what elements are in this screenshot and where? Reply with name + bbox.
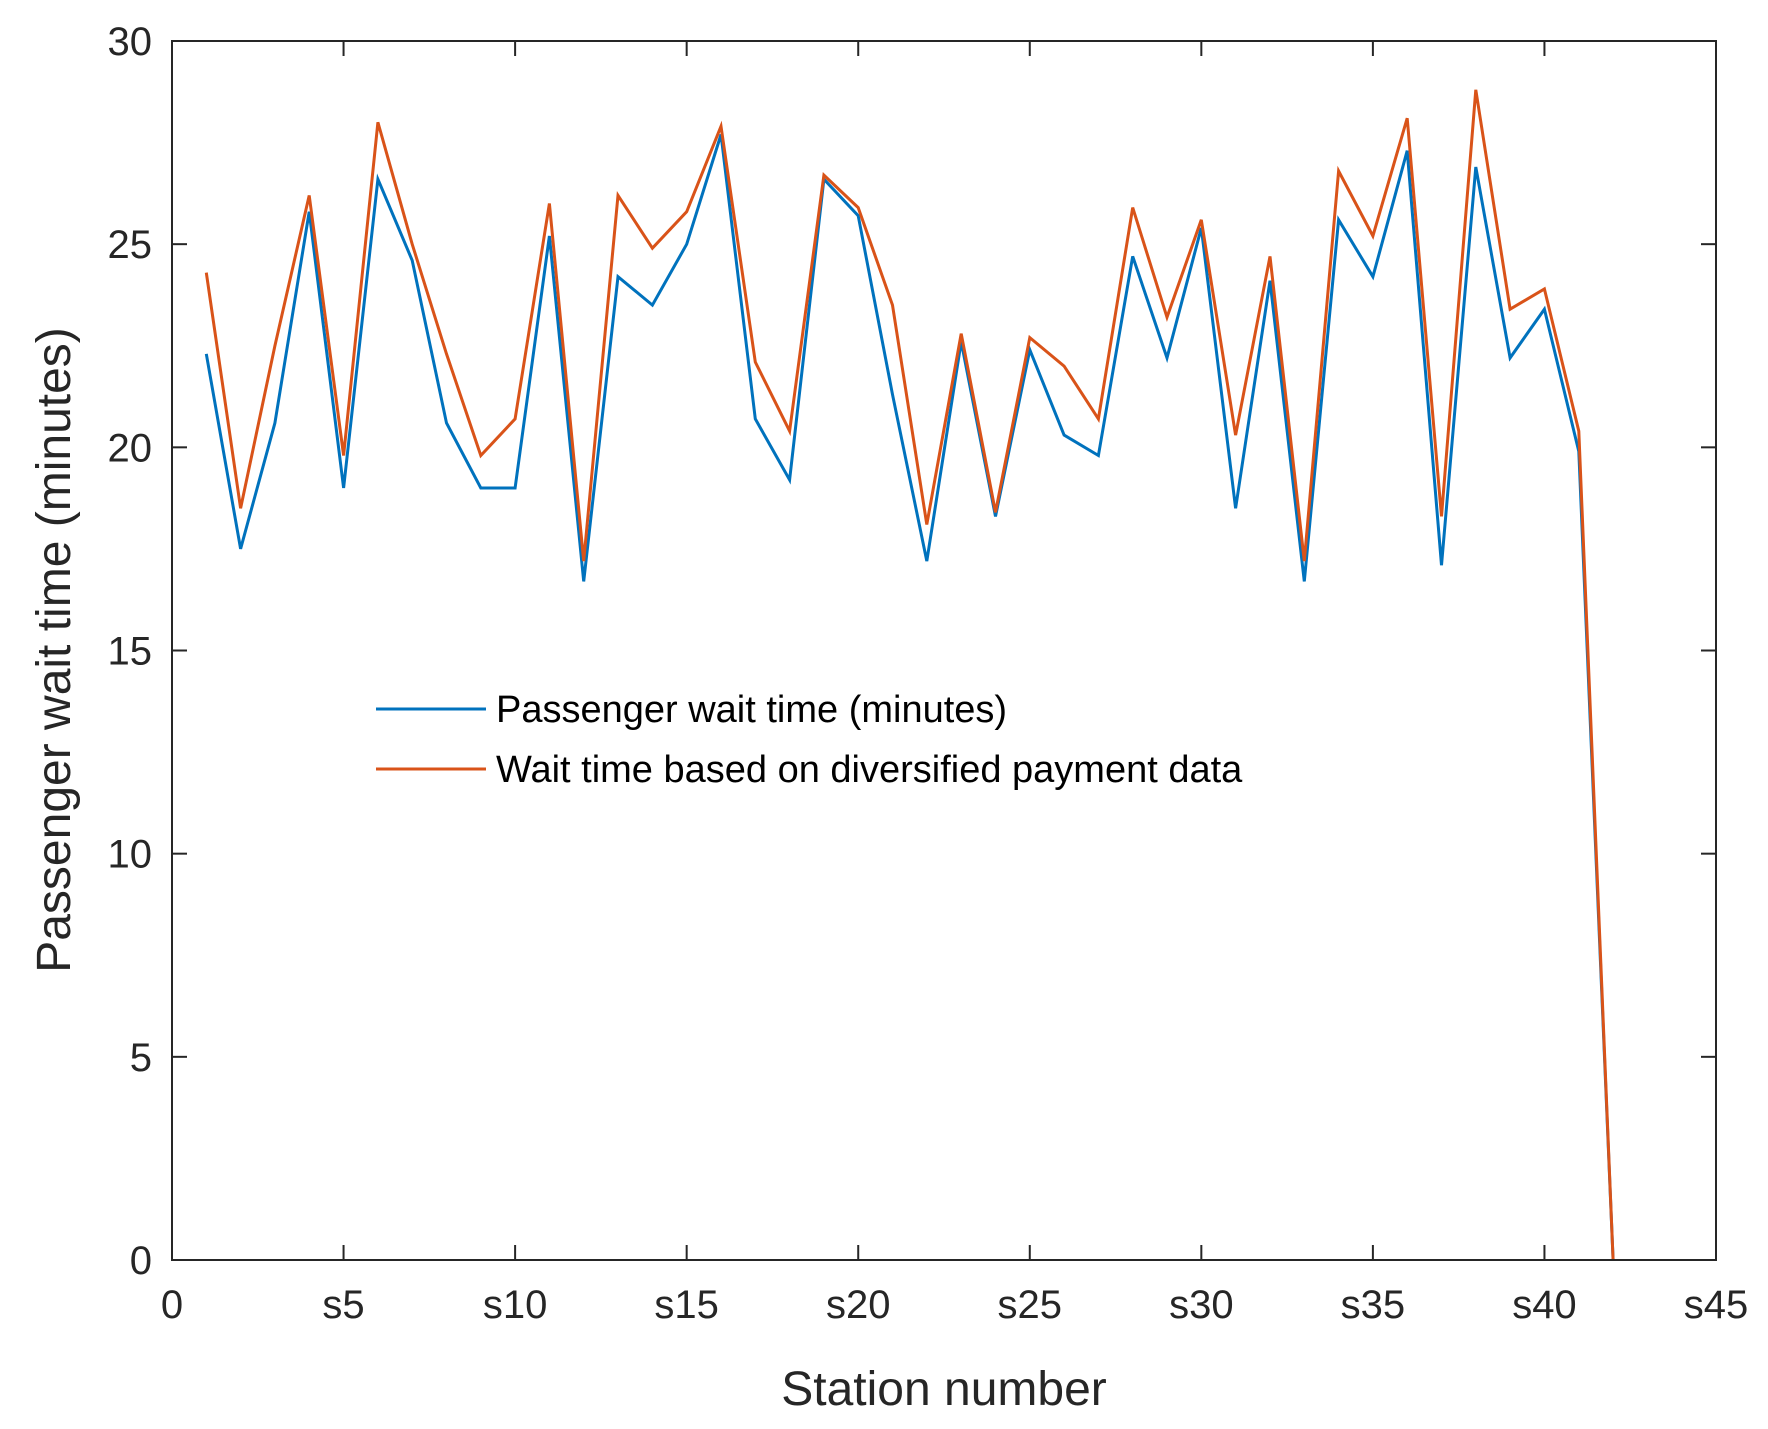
x-tick-label: s40: [1512, 1283, 1577, 1327]
x-tick-labels: 0 s5 s10 s15 s20 s25 s30 s35 s40 s45: [161, 1283, 1748, 1327]
x-tick-label: s10: [483, 1283, 548, 1327]
y-tick-label: 10: [108, 833, 153, 877]
series-line-2: [204, 89, 1615, 1261]
series-layer: [204, 89, 1615, 1261]
x-axis-label: Station number: [781, 1363, 1107, 1416]
y-tick-label: 15: [108, 630, 153, 674]
plot-area: [172, 41, 1716, 1260]
series-line-1: [204, 134, 1615, 1261]
legend: Passenger wait time (minutes) Wait time …: [376, 689, 1243, 791]
y-tick-label: 0: [130, 1239, 152, 1283]
legend-label-diversified-payment: Wait time based on diversified payment d…: [496, 749, 1243, 791]
x-tick-label: 0: [161, 1283, 183, 1327]
x-tick-label: s30: [1169, 1283, 1234, 1327]
y-tick-label: 30: [108, 20, 153, 64]
x-tick-label: s25: [998, 1283, 1063, 1327]
y-axis-label: Passenger wait time (minutes): [28, 327, 81, 973]
y-tick-labels: 0 5 10 15 20 25 30: [108, 20, 153, 1283]
x-tick-label: s35: [1341, 1283, 1406, 1327]
x-tick-label: s20: [826, 1283, 891, 1327]
legend-label-passenger-wait: Passenger wait time (minutes): [496, 689, 1007, 731]
x-tick-label: s5: [322, 1283, 364, 1327]
tick-layer: [171, 40, 1717, 1261]
x-tick-label: s45: [1684, 1283, 1749, 1327]
x-tick-label: s15: [654, 1283, 719, 1327]
y-tick-label: 5: [130, 1036, 152, 1080]
y-tick-label: 25: [108, 223, 153, 267]
y-tick-label: 20: [108, 426, 153, 470]
